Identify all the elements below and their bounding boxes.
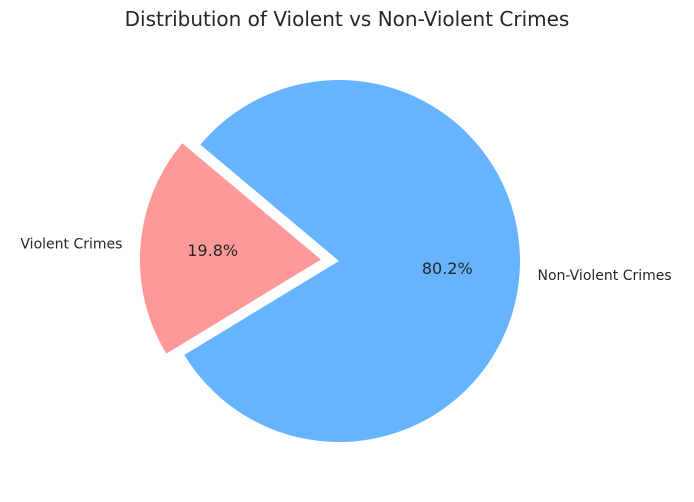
slice-label-violent-crimes: Violent Crimes — [20, 236, 122, 252]
slice-label-non-violent-crimes: Non-Violent Crimes — [538, 268, 672, 284]
pie-labels: Violent Crimes 19.8% Non-Violent Crimes 80.… — [20, 236, 671, 284]
pie-slice-violent-crimes — [139, 143, 321, 354]
pie-slices — [139, 80, 521, 443]
chart-title: Distribution of Violent vs Non-Violent C… — [125, 7, 570, 31]
pct-label-violent-crimes: 19.8% — [187, 241, 238, 260]
pct-label-non-violent-crimes: 80.2% — [422, 259, 473, 278]
pie-slice-non-violent-crimes — [184, 80, 521, 443]
